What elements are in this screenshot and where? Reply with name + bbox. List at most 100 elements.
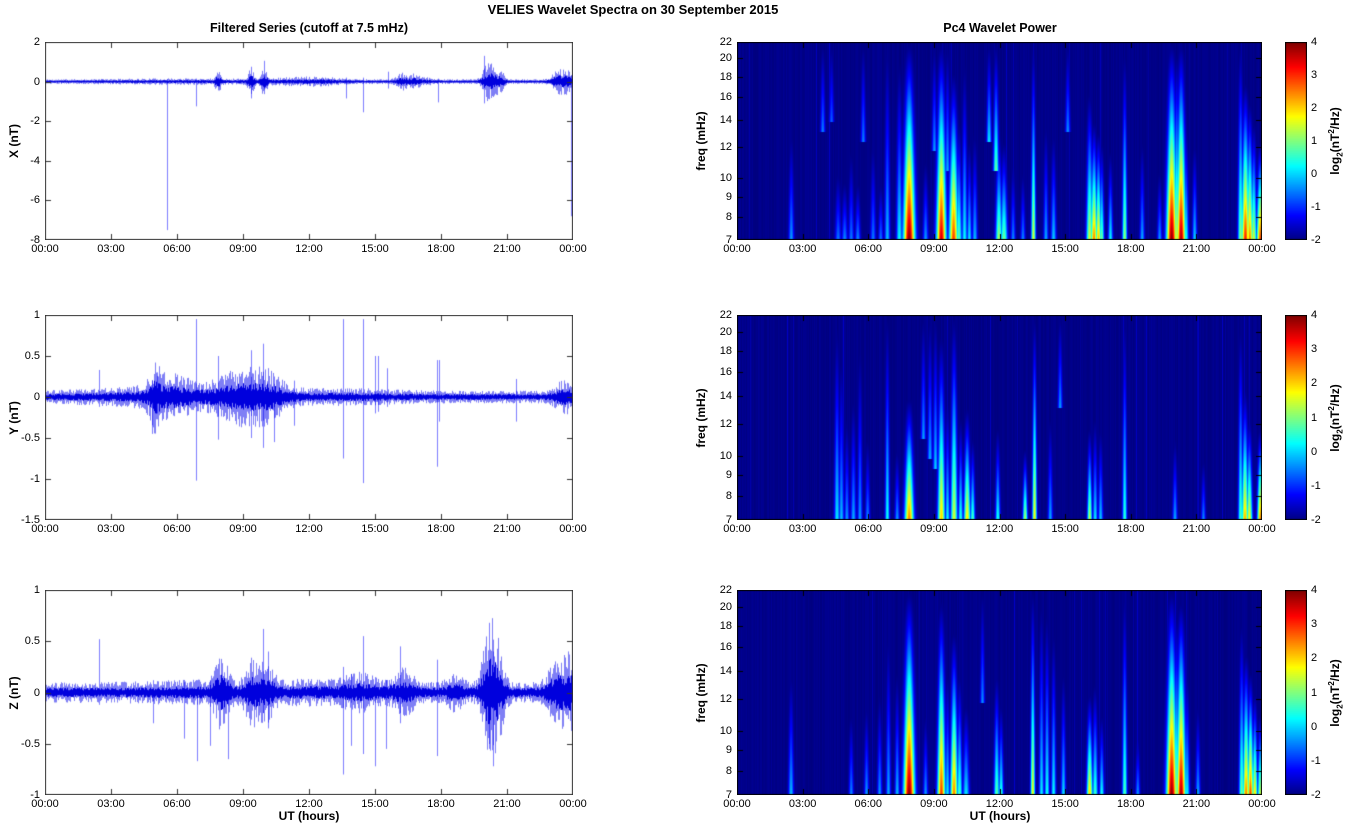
- tick-label-colorbar: -2: [1311, 514, 1321, 526]
- tick-label-x: 06:00: [854, 523, 883, 535]
- tick-label-x: 18:00: [427, 798, 455, 810]
- tick-label-x: 15:00: [1051, 243, 1079, 255]
- tick-label-x: 12:00: [985, 798, 1014, 810]
- tick-label-colorbar: 2: [1311, 377, 1318, 390]
- z-series-canvas: [45, 590, 573, 795]
- tick-label-x: 03:00: [97, 523, 125, 535]
- tick-label-x: 03:00: [97, 243, 125, 255]
- tick-label-colorbar: 3: [1311, 69, 1318, 81]
- tick-label-colorbar: 2: [1311, 652, 1318, 665]
- tick-label-x: 12:00: [295, 243, 323, 255]
- tick-label-x: 12:00: [985, 243, 1014, 255]
- tick-label-x: 18:00: [427, 523, 455, 535]
- tick-label-freq: 22: [719, 36, 732, 48]
- tick-label-freq: 8: [725, 490, 732, 503]
- tick-label-x: 12:00: [985, 523, 1014, 535]
- tick-label-x: 21:00: [493, 243, 521, 255]
- figure-title: VELIES Wavelet Spectra on 30 September 2…: [487, 2, 779, 17]
- tick-label-freq: 16: [719, 366, 732, 378]
- tick-label-x: 09:00: [920, 798, 948, 810]
- tick-label-x: 15:00: [1051, 798, 1079, 810]
- tick-label-x: 09:00: [920, 523, 948, 535]
- tick-label-x: 00:00: [723, 523, 751, 535]
- tick-label-x: 21:00: [1182, 523, 1211, 535]
- tick-label-x: 06:00: [163, 523, 191, 535]
- tick-label-colorbar: 3: [1311, 618, 1318, 631]
- tick-label-freq: 20: [719, 601, 732, 614]
- tick-label-colorbar: 0: [1311, 445, 1318, 458]
- tick-label-freq: 10: [719, 725, 732, 738]
- tick-label-colorbar: 4: [1311, 309, 1318, 321]
- tick-label-freq: 12: [719, 692, 732, 705]
- tick-label-y: -0.5: [21, 432, 40, 444]
- tick-label-x: 00:00: [559, 798, 587, 810]
- tick-label-freq: 8: [725, 765, 732, 778]
- tick-label-x: 00:00: [31, 243, 59, 255]
- colorbar-label: log2(nT2/Hz): [1327, 658, 1345, 727]
- tick-label-freq: 22: [719, 584, 732, 596]
- tick-label-freq: 12: [719, 417, 732, 430]
- tick-label-x: 00:00: [31, 523, 59, 535]
- tick-label-x: 00:00: [1248, 243, 1276, 255]
- tick-label-colorbar: -2: [1311, 234, 1321, 246]
- tick-label-y: -4: [30, 154, 40, 167]
- tick-label-y: 0: [33, 391, 40, 403]
- tick-label-freq: 7: [725, 789, 732, 801]
- tick-label-x: 00:00: [723, 798, 751, 810]
- right-column-title: Pc4 Wavelet Power: [943, 21, 1057, 35]
- tick-label-x: 00:00: [559, 523, 587, 535]
- colorbar-label: log2(nT2/Hz): [1327, 107, 1345, 175]
- tick-label-colorbar: 0: [1311, 168, 1318, 180]
- tick-label-x: 21:00: [1182, 798, 1211, 810]
- tick-label-x: 15:00: [1051, 523, 1079, 535]
- tick-label-x: 21:00: [493, 523, 521, 535]
- colorbar-canvas: [1285, 315, 1307, 520]
- tick-label-x: 15:00: [361, 798, 389, 810]
- tick-label-y: 2: [33, 36, 40, 48]
- tick-label-x: 09:00: [229, 798, 257, 810]
- tick-label-colorbar: -1: [1311, 479, 1321, 492]
- tick-label-freq: 16: [719, 91, 732, 104]
- tick-label-colorbar: 1: [1311, 411, 1318, 424]
- tick-label-x: 00:00: [1248, 523, 1276, 535]
- tick-label-x: 18:00: [1116, 523, 1145, 535]
- tick-label-colorbar: -1: [1311, 754, 1321, 767]
- tick-label-y: 0.5: [24, 635, 40, 648]
- tick-label-freq: 9: [725, 190, 732, 203]
- tick-label-y: 0.5: [24, 350, 40, 362]
- tick-label-freq: 18: [719, 70, 732, 83]
- tick-label-y: -6: [30, 194, 40, 207]
- tick-label-freq: 9: [725, 744, 732, 756]
- tick-label-colorbar: 1: [1311, 686, 1318, 699]
- tick-label-x: 09:00: [229, 523, 257, 535]
- tick-label-x: 00:00: [31, 798, 59, 810]
- tick-label-freq: 7: [725, 514, 732, 526]
- tick-label-y: 0: [33, 686, 40, 699]
- tick-label-x: 03:00: [97, 798, 125, 810]
- left-column-title: Filtered Series (cutoff at 7.5 mHz): [210, 21, 408, 35]
- colorbar-canvas: [1285, 42, 1307, 240]
- tick-label-colorbar: 4: [1311, 584, 1318, 596]
- colorbar-canvas: [1285, 590, 1307, 795]
- tick-label-x: 12:00: [295, 798, 323, 810]
- tick-label-x: 15:00: [361, 523, 389, 535]
- y-series-canvas: [45, 315, 573, 520]
- tick-label-x: 06:00: [854, 243, 883, 255]
- tick-label-x: 06:00: [163, 798, 191, 810]
- tick-label-x: 00:00: [559, 243, 587, 255]
- x-axis-label-right: UT (hours): [969, 809, 1031, 823]
- tick-label-y: 1: [33, 309, 40, 321]
- tick-label-x: 06:00: [854, 798, 883, 810]
- tick-label-colorbar: -1: [1311, 201, 1321, 213]
- tick-label-y: -2: [30, 115, 40, 128]
- tick-label-y: 0: [33, 75, 40, 88]
- tick-label-freq: 18: [719, 619, 732, 632]
- tick-label-freq: 9: [725, 469, 732, 481]
- x-wavelet-canvas: [737, 42, 1262, 240]
- tick-label-y: -0.5: [21, 737, 40, 750]
- tick-label-freq: 7: [725, 234, 732, 246]
- tick-label-colorbar: 3: [1311, 343, 1318, 356]
- tick-label-x: 09:00: [229, 243, 257, 255]
- tick-label-x: 21:00: [493, 798, 521, 810]
